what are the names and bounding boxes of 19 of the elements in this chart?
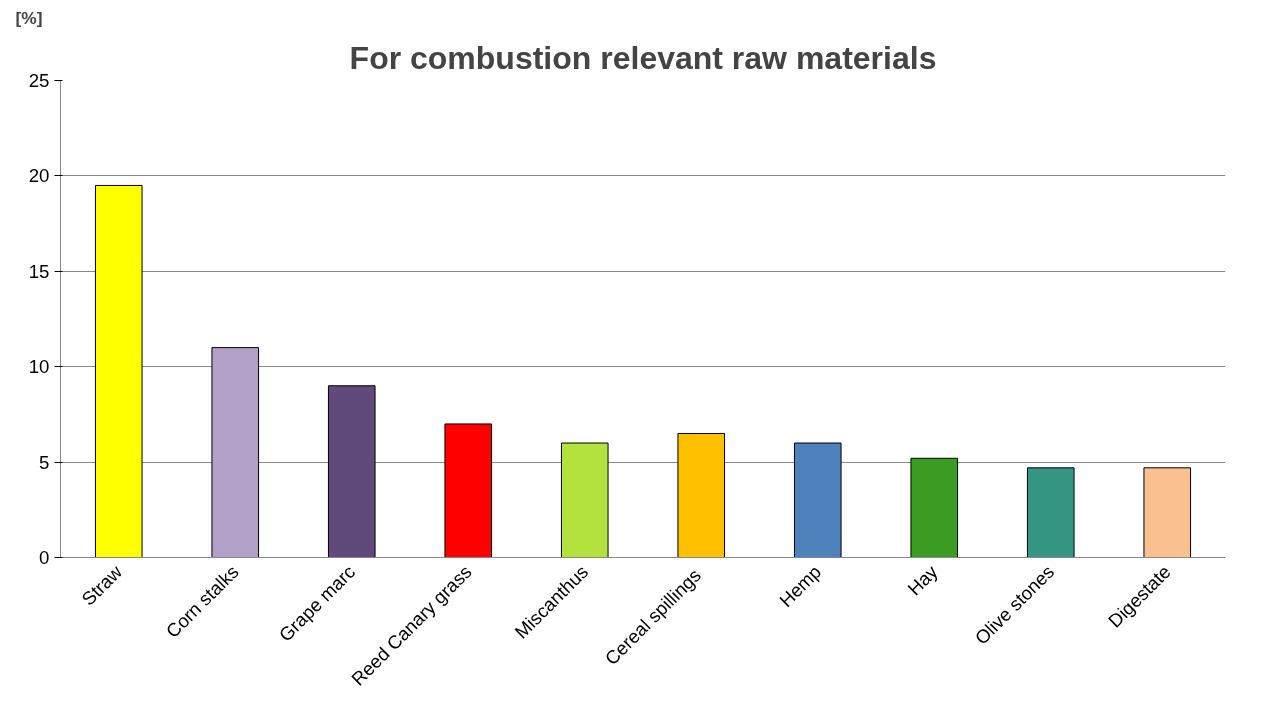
bar <box>327 385 376 558</box>
bar <box>94 184 143 558</box>
bar <box>560 442 609 558</box>
bar <box>677 432 726 558</box>
y-tick-label: 25 <box>28 70 50 91</box>
bar <box>1143 467 1192 558</box>
bar <box>793 442 842 558</box>
y-tick-label: 20 <box>28 165 50 187</box>
bar <box>444 423 493 558</box>
y-tick-label: 5 <box>39 451 50 473</box>
bar <box>1026 467 1075 558</box>
y-tick-label: 10 <box>28 356 50 378</box>
y-axis-title: [%] <box>15 7 43 28</box>
bar <box>211 347 260 558</box>
bar <box>910 457 959 558</box>
y-tick-label: 0 <box>39 547 50 568</box>
chart-title: For combustion relevant raw materials <box>349 39 937 76</box>
x-tick-label: Hay <box>903 560 943 600</box>
y-tick-label: 15 <box>28 260 50 282</box>
